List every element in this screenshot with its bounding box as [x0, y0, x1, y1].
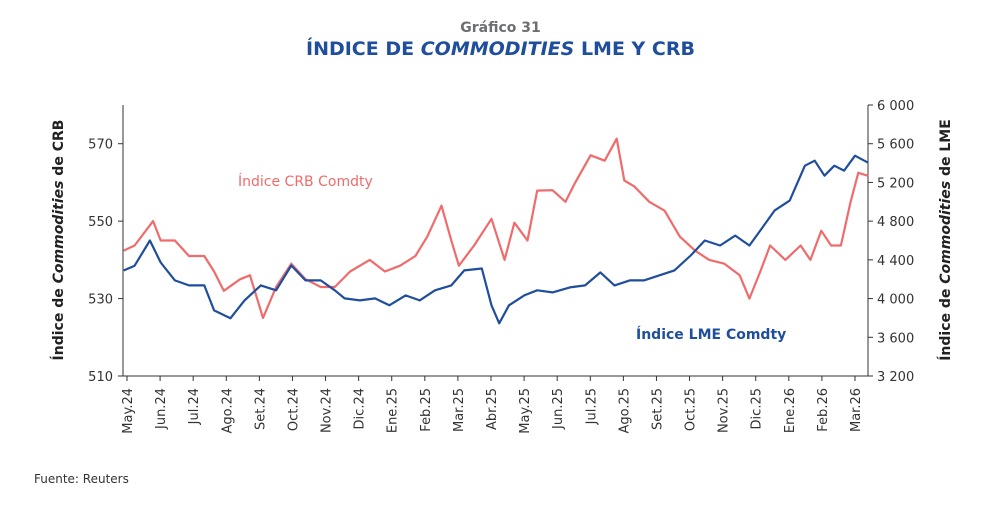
- y-right-tick-label: 4 000: [877, 293, 914, 308]
- y-right-tick-label: 3 200: [877, 370, 914, 385]
- y-right-label: Índice de Commodities de LME: [937, 119, 954, 361]
- x-tick-label: Set.24: [253, 388, 268, 430]
- y-right-tick-label: 3 600: [877, 331, 914, 346]
- x-tick-label: Abr.25: [485, 388, 500, 430]
- y-left-tick-label: 570: [88, 138, 113, 153]
- y-left-tick-label: 550: [88, 215, 113, 230]
- x-tick-label: Nov.25: [717, 388, 732, 433]
- title-part: LME Y CRB: [574, 38, 695, 60]
- annotation-crb: Índice CRB Comdty: [238, 173, 373, 190]
- annotation-lme: Índice LME Comdty: [636, 326, 786, 343]
- x-tick-label: May.24: [121, 388, 136, 434]
- y-left-tick-label: 530: [88, 293, 113, 308]
- title-italic: COMMODITIES: [420, 38, 575, 60]
- chart-svg: 510 530 550 570 3 200 3 600 4 000 4 400 4 800 5 2…: [50, 99, 954, 434]
- y-right-tick-label: 4 400: [877, 254, 914, 269]
- x-tick-label: Mar.26: [849, 388, 864, 432]
- y-left-tick-label: 510: [88, 370, 113, 385]
- source-note: Fuente: Reuters: [34, 472, 129, 486]
- x-tick-label: Ene.25: [386, 388, 401, 433]
- y-right-tick-label: 5 600: [877, 138, 914, 153]
- y-right-tick-label: 6 000: [877, 99, 914, 114]
- x-tick-label: Dic.25: [750, 388, 765, 429]
- x-tick-label: Feb.25: [419, 388, 434, 432]
- x-tick-label: Ene.26: [783, 388, 798, 433]
- x-tick-label: Jun.25: [551, 388, 566, 430]
- x-tick-label: Jul.24: [187, 388, 202, 425]
- x-tick-label: Jul.25: [584, 388, 599, 425]
- label-part: Índice de: [50, 283, 67, 360]
- x-tick-label: Nov.24: [320, 388, 335, 433]
- series-crb-line: [123, 137, 869, 319]
- label-italic: Commodities: [938, 181, 954, 284]
- x-tick-label: Ago.24: [220, 388, 235, 434]
- x-tick-label: Oct.24: [286, 388, 301, 431]
- x-tick-label: Dic.24: [353, 388, 368, 429]
- x-tick-label: Set.25: [650, 388, 665, 430]
- x-tick-label: Jun.24: [154, 388, 169, 430]
- x-tick-label: Mar.25: [452, 388, 467, 432]
- chart-title: ÍNDICE DE COMMODITIES LME Y CRB: [0, 38, 1001, 60]
- title-part: ÍNDICE DE: [306, 38, 421, 60]
- label-part: Índice de: [937, 284, 954, 361]
- y-right-tick-label: 5 200: [877, 176, 914, 191]
- x-tick-label: May.25: [518, 388, 533, 434]
- x-tick-label: Oct.25: [684, 388, 699, 431]
- label-part: de LME: [938, 119, 954, 181]
- y-right-tick-label: 4 800: [877, 215, 914, 230]
- y-left-label: Índice de Commodities de CRB: [50, 120, 67, 361]
- label-italic: Commodities: [51, 181, 67, 284]
- label-part: de CRB: [51, 120, 67, 181]
- chart-number: Gráfico 31: [460, 20, 541, 36]
- series-lme-line: [123, 154, 869, 325]
- x-tick-label: Feb.26: [816, 388, 831, 432]
- x-tick-label: Ago.25: [617, 388, 632, 434]
